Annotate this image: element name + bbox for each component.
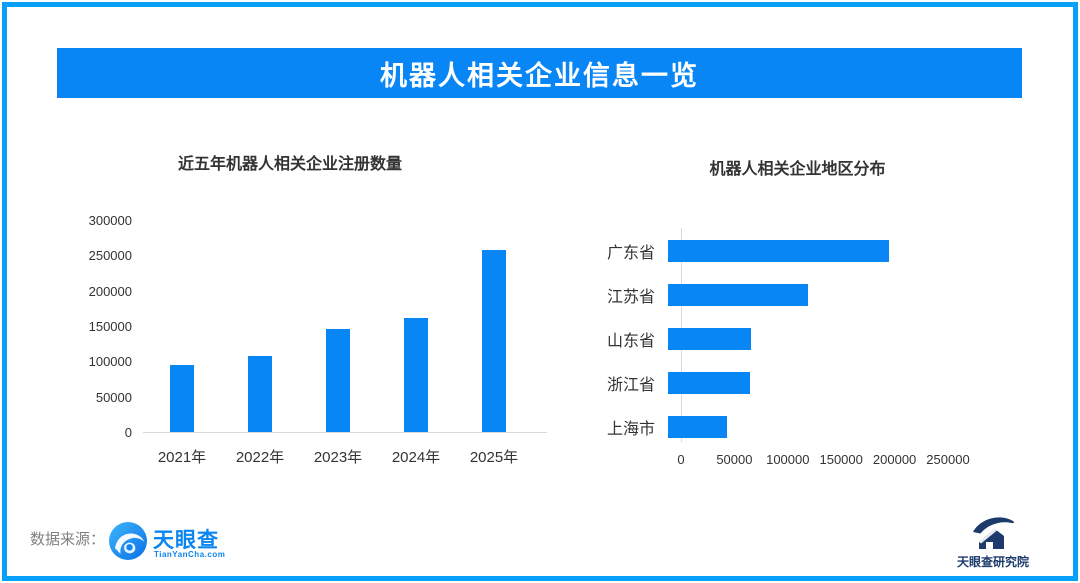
y-axis-tick-label: 50000 — [95, 389, 132, 405]
y-axis-tick-label: 100000 — [88, 354, 132, 370]
bar-山东省 — [668, 328, 751, 350]
bar-浙江省 — [668, 372, 750, 394]
tianyancha-swirl-icon — [109, 522, 147, 560]
y-axis-tick-label: 0 — [124, 425, 132, 440]
bar-column-2025年 — [455, 221, 533, 432]
bar-row-上海市: 上海市 — [600, 405, 1020, 449]
bar-row-江苏省: 江苏省 — [600, 273, 1020, 317]
institute-name: 天眼查研究院 — [956, 555, 1029, 569]
category-label: 山东省 — [606, 333, 655, 350]
page-title: 机器人相关企业信息一览 — [380, 60, 699, 91]
bar-column-2021年 — [143, 221, 221, 432]
regions-chart-bars: 广东省江苏省山东省浙江省上海市 — [600, 229, 1020, 449]
registrations-chart-baseline — [143, 432, 547, 433]
tianyancha-logo: 天眼查 TianYanCha.com — [108, 521, 238, 563]
bar-江苏省 — [668, 284, 808, 306]
category-label: 江苏省 — [606, 289, 655, 306]
y-axis-tick-label: 250000 — [88, 248, 132, 264]
bar-2021年 — [170, 365, 194, 432]
tianyancha-domain: TianYanCha.com — [154, 550, 226, 559]
x-axis-tick-label: 0 — [677, 452, 685, 467]
category-label: 上海市 — [606, 421, 655, 438]
x-axis-category-label: 2022年 — [235, 449, 285, 466]
x-axis-tick-label: 50000 — [716, 452, 753, 467]
x-axis-category-label: 2021年 — [157, 449, 207, 466]
bar-column-2024年 — [377, 221, 455, 432]
x-axis-tick-label: 150000 — [819, 452, 863, 467]
page-title-banner: 机器人相关企业信息一览 — [57, 48, 1022, 98]
bar-广东省 — [668, 240, 889, 262]
x-axis-category-label: 2024年 — [391, 449, 441, 466]
regions-chart-title: 机器人相关企业地区分布 — [709, 161, 886, 178]
bar-row-山东省: 山东省 — [600, 317, 1020, 361]
regions-chart-x-axis: 0 50000 100000 150000 200000 250000 — [677, 452, 1021, 468]
y-axis-tick-label: 150000 — [88, 319, 132, 334]
x-axis-tick-label: 250000 — [926, 452, 970, 467]
bar-column-2023年 — [299, 221, 377, 432]
bar-row-浙江省: 浙江省 — [600, 361, 1020, 405]
y-axis-tick-label: 300000 — [88, 213, 132, 228]
bar-2023年 — [326, 329, 350, 432]
x-axis-category-label: 2023年 — [313, 449, 363, 466]
bar-2025年 — [482, 250, 506, 432]
bar-上海市 — [668, 416, 727, 438]
bar-2024年 — [404, 318, 428, 432]
category-label: 广东省 — [606, 245, 655, 262]
institute-logo: 天眼查研究院 — [945, 514, 1041, 569]
registrations-chart-y-axis: 0 50000 100000 150000 200000 250000 300000 — [58, 213, 132, 440]
data-source-label: 数据来源： — [30, 531, 106, 548]
category-label: 浙江省 — [606, 377, 655, 394]
registrations-chart-title: 近五年机器人相关企业注册数量 — [177, 156, 402, 173]
bar-column-2022年 — [221, 221, 299, 432]
bar-row-广东省: 广东省 — [600, 229, 1020, 273]
x-axis-tick-label: 200000 — [872, 452, 917, 467]
y-axis-tick-label: 200000 — [88, 283, 132, 299]
institute-icon — [973, 517, 1014, 549]
registrations-chart-bars — [143, 221, 533, 432]
registrations-chart-plot — [143, 221, 547, 433]
registrations-chart-x-axis: 2021年 2022年 2023年 2024年 2025年 — [143, 446, 533, 467]
x-axis-tick-label: 100000 — [766, 452, 810, 467]
bar-2022年 — [248, 356, 272, 432]
x-axis-category-label: 2025年 — [469, 449, 519, 466]
tianyancha-name: 天眼查 — [153, 529, 219, 552]
